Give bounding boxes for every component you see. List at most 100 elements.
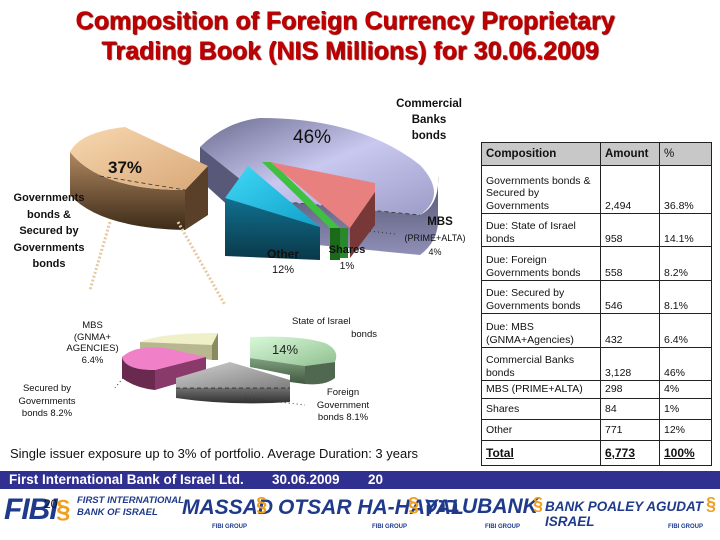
massad-flame-icon: §	[256, 494, 268, 516]
cell-total-label: Total	[481, 440, 601, 466]
label-line: bonds 8.1%	[317, 412, 369, 423]
title-line-2: Trading Book (NIS Millions) for 30.06.20…	[101, 37, 599, 65]
table-row: Due: Secured by Governments bonds 546 8.…	[481, 280, 712, 314]
label-gov-pct: 37%	[108, 158, 143, 177]
label-line: Governments	[13, 241, 85, 254]
label-line: AGENCIES)	[66, 343, 119, 354]
cell-amount: 546	[600, 280, 660, 314]
cell-amount: 958	[600, 213, 660, 247]
label-line: Foreign	[326, 387, 360, 398]
cell-pct: 12%	[659, 419, 712, 441]
header-amount: Amount	[600, 142, 660, 166]
footer-date: 30.06.2009	[272, 472, 340, 487]
label-sub-israel: State of Israel bonds	[292, 315, 377, 341]
cell-total-pct: 100%	[659, 440, 712, 466]
label-line: bonds	[32, 258, 66, 270]
footer-company: First International Bank of Israel Ltd.	[9, 472, 244, 487]
label-line: Governments	[13, 192, 85, 204]
cell-pct: 1%	[659, 398, 712, 420]
label-line: Secured by	[22, 383, 72, 394]
logo-poaley: BANK POALEY AGUDAT ISRAEL	[545, 499, 704, 529]
table-header-row: Composition Amount %	[481, 142, 712, 166]
table-row: Due: Foreign Governments bonds 558 8.2%	[481, 246, 712, 281]
label-line: bonds	[351, 329, 377, 340]
footer-page: 20	[368, 472, 384, 487]
label-line: bonds	[411, 130, 447, 142]
otsar-flame-icon: §	[408, 494, 420, 516]
logo-ubank-hebrew: בנק	[425, 495, 460, 517]
cell-amount: 2,494	[600, 165, 660, 214]
logo-strip: FIBI § FIRST INTERNATIONAL BANK OF ISRAE…	[0, 490, 720, 540]
massad-group: FIBI GROUP	[212, 524, 248, 530]
composition-table: Composition Amount % Governments bonds &…	[481, 142, 712, 466]
footnote: Single issuer exposure up to 3% of portf…	[10, 446, 419, 461]
slice-shares	[262, 162, 348, 260]
page-title: Composition of Foreign Currency Propriet…	[0, 6, 720, 66]
poaley-flame-icon: §	[706, 494, 717, 514]
ubank-group: FIBI GROUP	[485, 524, 521, 530]
label-mbs-sub: (PRIME+ALTA)	[404, 233, 466, 243]
pie-chart-area: 46% Commercial Banks bonds 37% Governmen…	[0, 90, 470, 435]
label-line: Commercial	[396, 98, 462, 110]
connector-line-right	[176, 221, 227, 306]
pie-charts-svg	[70, 118, 439, 406]
cell-pct: 8.2%	[659, 246, 712, 281]
slice-state-of-israel	[250, 336, 337, 385]
label-shares-pct: 1%	[339, 261, 355, 272]
poaley-group: FIBI GROUP	[668, 524, 704, 530]
label-other-pct: 12%	[271, 264, 295, 276]
label-shares-name: Shares	[328, 244, 366, 256]
cell-composition: Due: MBS (GNMA+Agencies)	[481, 313, 601, 348]
slice-other	[225, 166, 320, 260]
slice-sub-mbs	[122, 347, 206, 390]
cell-composition: Commercial Banks bonds	[481, 347, 601, 381]
label-line: bonds &	[27, 208, 71, 221]
header-composition: Composition	[481, 142, 601, 166]
label-sub-israel-pct: 14%	[272, 342, 299, 357]
cell-composition: Due: State of Israel bonds	[481, 213, 601, 247]
table-row: Due: MBS (GNMA+Agencies) 432 6.4%	[481, 313, 712, 348]
logo-otsar: OTSAR HA-HAYAL	[278, 496, 464, 519]
cell-pct: 8.1%	[659, 280, 712, 314]
cell-composition: Shares	[481, 398, 601, 420]
connector-line-left	[88, 221, 112, 291]
cell-pct: 36.8%	[659, 165, 712, 214]
label-line: bonds 8.2%	[21, 408, 73, 419]
cell-pct: 14.1%	[659, 213, 712, 247]
header-pct: %	[659, 142, 712, 166]
label-line: MBS	[82, 320, 103, 331]
page-number-overlay: 20	[44, 497, 58, 511]
logo-ubank: UBANK	[462, 495, 538, 518]
label-line: State of Israel	[292, 316, 351, 327]
slice-governments	[70, 127, 208, 230]
cell-amount: 298	[600, 380, 660, 399]
label-commercial-name: Commercial Banks bonds	[384, 96, 474, 144]
cell-amount: 771	[600, 419, 660, 441]
label-other-name: Other	[266, 247, 299, 261]
cell-pct: 4%	[659, 380, 712, 399]
table-row: Governments bonds & Secured by Governmen…	[481, 165, 712, 214]
cell-pct: 46%	[659, 347, 712, 381]
cell-composition: Governments bonds & Secured by Governmen…	[481, 165, 601, 214]
cell-composition: Other	[481, 419, 601, 441]
label-line: 6.4%	[81, 354, 104, 366]
table-row: Commercial Banks bonds 3,128 46%	[481, 347, 712, 381]
cell-amount: 558	[600, 246, 660, 281]
label-line: (GNMA+	[73, 331, 112, 343]
label-sub-mbs: MBS (GNMA+ AGENCIES) 6.4%	[55, 320, 130, 366]
fibi-flame-icon: §	[56, 494, 71, 524]
logo-fibi-text: FIRST INTERNATIONAL BANK OF ISRAEL	[77, 495, 184, 519]
title-line-1: Composition of Foreign Currency Propriet…	[75, 7, 615, 35]
cell-composition: Due: Foreign Governments bonds	[481, 246, 601, 281]
table-total-row: Total 6,773 100%	[481, 440, 712, 466]
label-line: Government	[316, 399, 370, 411]
footer-bar: First International Bank of Israel Ltd. …	[0, 471, 720, 489]
cell-amount: 84	[600, 398, 660, 420]
cell-amount: 432	[600, 313, 660, 348]
label-sub-secured: Secured by Governments bonds 8.2%	[2, 383, 92, 421]
cell-pct: 6.4%	[659, 313, 712, 348]
label-sub-foreign: Foreign Government bonds 8.1%	[308, 387, 378, 425]
ubank-flame-icon: §	[533, 494, 544, 514]
label-mbs-pct: 4%	[428, 247, 442, 257]
table-row: MBS (PRIME+ALTA) 298 4%	[481, 380, 712, 399]
